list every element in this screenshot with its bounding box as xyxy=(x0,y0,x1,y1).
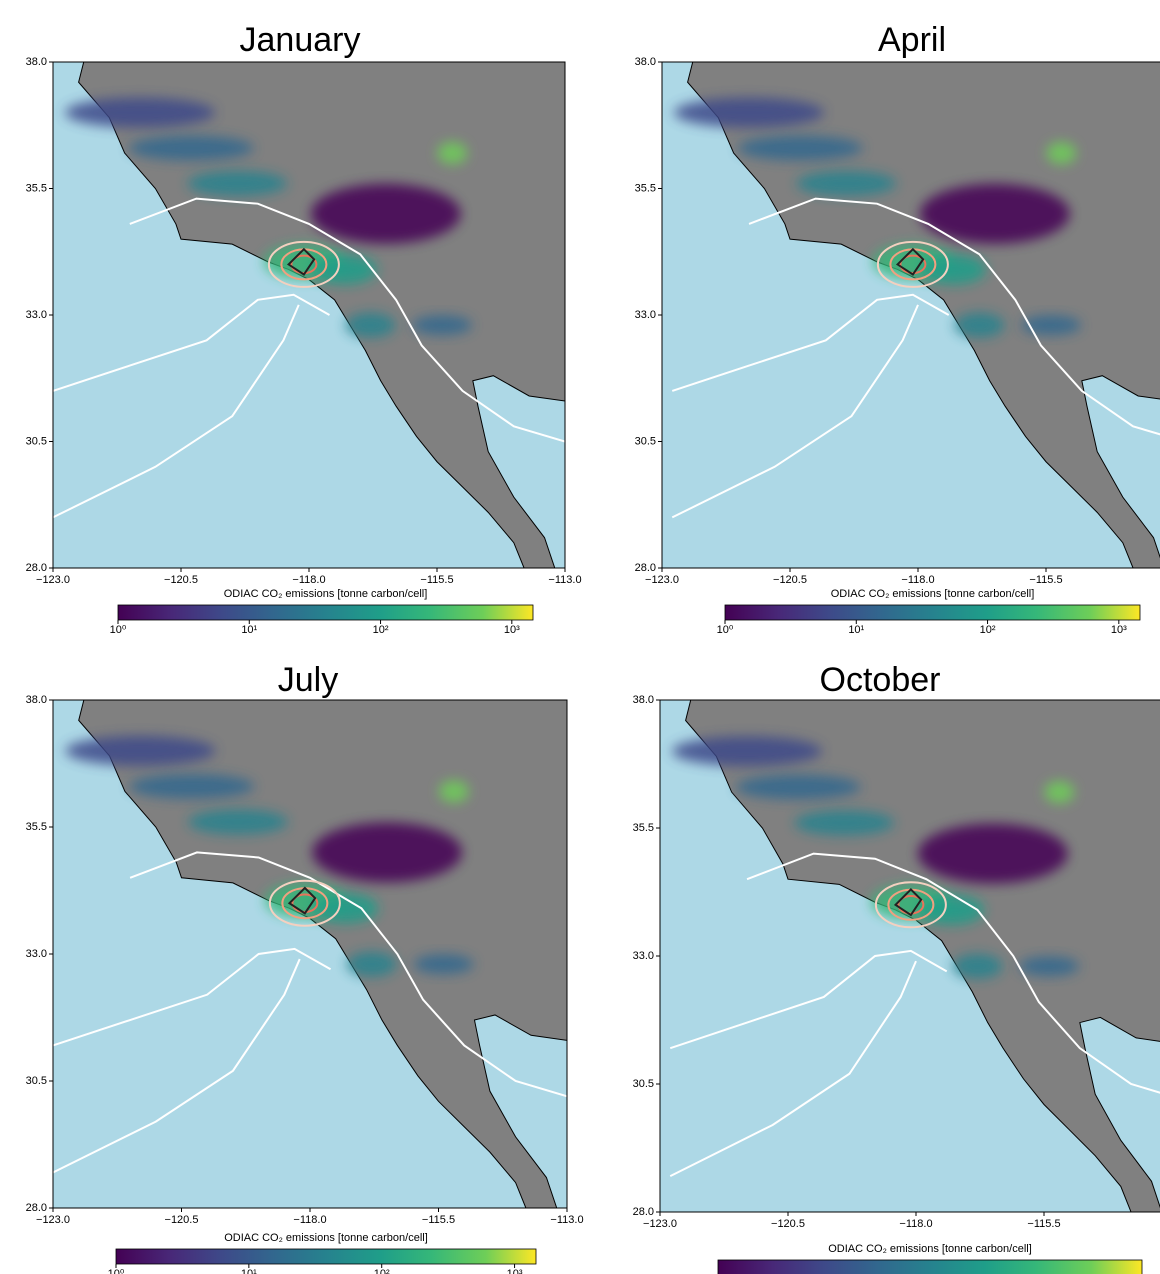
panel-title: October xyxy=(820,661,941,699)
colorbar-tick-label: 10³ xyxy=(507,1268,523,1274)
emission-area xyxy=(412,315,472,335)
emission-area xyxy=(65,736,215,766)
emission-area xyxy=(919,895,984,925)
emission-area xyxy=(414,954,474,974)
colorbar-tick-label: 10¹ xyxy=(241,1268,257,1274)
lon-tick-label: −118.0 xyxy=(899,1218,932,1230)
emission-area xyxy=(954,313,1004,338)
emission-area xyxy=(674,98,824,128)
lat-tick-label: 33.0 xyxy=(635,309,656,321)
lat-tick-label: 33.0 xyxy=(26,948,47,960)
emission-area xyxy=(736,775,861,800)
emission-area xyxy=(439,780,469,803)
lat-tick-label: 38.0 xyxy=(633,694,654,706)
colorbar-tick-label: 10³ xyxy=(1111,624,1127,636)
colorbar-label: ODIAC CO₂ emissions [tonne carbon/cell] xyxy=(831,588,1035,600)
lon-tick-label: −113.0 xyxy=(550,1214,583,1226)
lon-tick-label: −115.5 xyxy=(1029,574,1062,586)
emission-area xyxy=(738,136,863,161)
emission-area xyxy=(311,184,461,244)
lat-tick-label: 35.5 xyxy=(635,182,656,194)
colorbar-label: ODIAC CO₂ emissions [tonne carbon/cell] xyxy=(224,588,428,600)
emission-area xyxy=(920,184,1070,244)
colorbar-tick-label: 10² xyxy=(373,624,389,636)
colorbar-tick-label: 10³ xyxy=(504,624,520,636)
lat-tick-label: 35.5 xyxy=(633,822,654,834)
lat-tick-label: 38.0 xyxy=(635,56,656,68)
colorbar-tick-label: 10⁰ xyxy=(108,1268,125,1274)
emission-area xyxy=(347,952,397,977)
map-panel xyxy=(662,62,1160,568)
panel-title: July xyxy=(278,661,338,699)
colorbar-label: ODIAC CO₂ emissions [tonne carbon/cell] xyxy=(828,1243,1032,1255)
lat-tick-label: 28.0 xyxy=(26,562,47,574)
lat-tick-label: 30.5 xyxy=(26,1075,47,1087)
lat-tick-label: 33.0 xyxy=(633,950,654,962)
emission-area xyxy=(921,254,986,284)
lon-tick-label: −123.0 xyxy=(645,574,679,586)
lon-tick-label: −118.0 xyxy=(293,1214,326,1226)
emission-area xyxy=(1046,142,1076,165)
lat-tick-label: 30.5 xyxy=(633,1078,654,1090)
emission-area xyxy=(129,136,254,161)
emission-area xyxy=(672,736,822,766)
emission-area xyxy=(312,254,377,284)
lon-tick-label: −120.5 xyxy=(165,1214,199,1226)
lat-tick-label: 35.5 xyxy=(26,182,47,194)
lat-tick-label: 33.0 xyxy=(26,309,47,321)
emission-area xyxy=(794,810,894,835)
panel-title: April xyxy=(878,21,946,59)
lon-tick-label: −120.5 xyxy=(771,1218,805,1230)
emission-area xyxy=(437,142,467,165)
colorbar-tick-label: 10¹ xyxy=(848,624,864,636)
emission-area xyxy=(345,313,395,338)
colorbar xyxy=(116,1249,536,1264)
lat-tick-label: 38.0 xyxy=(26,694,47,706)
colorbar-tick-label: 10¹ xyxy=(241,624,257,636)
page: {"lon_range": [-123, -113], "lat_range":… xyxy=(0,0,1160,1274)
colorbar-tick-label: 10⁰ xyxy=(717,624,734,636)
map-panel xyxy=(660,700,1160,1212)
colorbar xyxy=(718,1260,1142,1274)
lon-tick-label: −123.0 xyxy=(36,574,70,586)
emission-area xyxy=(796,171,896,196)
lon-tick-label: −120.5 xyxy=(773,574,807,586)
lat-tick-label: 35.5 xyxy=(26,821,47,833)
panel-title: January xyxy=(240,21,361,59)
lon-tick-label: −118.0 xyxy=(901,574,934,586)
emission-area xyxy=(952,954,1002,979)
emission-area xyxy=(1044,781,1074,804)
lon-tick-label: −115.5 xyxy=(422,1214,455,1226)
lat-tick-label: 30.5 xyxy=(26,435,47,447)
emission-area xyxy=(312,822,462,882)
map-panel xyxy=(53,62,565,568)
colorbar-label: ODIAC CO₂ emissions [tonne carbon/cell] xyxy=(224,1232,428,1244)
lon-tick-label: −115.5 xyxy=(1027,1218,1060,1230)
lat-tick-label: 28.0 xyxy=(635,562,656,574)
colorbar-tick-label: 10² xyxy=(980,624,996,636)
colorbar xyxy=(118,605,533,620)
lon-tick-label: −113.0 xyxy=(548,574,581,586)
emission-area xyxy=(1019,956,1079,976)
lon-tick-label: −115.5 xyxy=(420,574,453,586)
map-panel xyxy=(53,700,567,1208)
lat-tick-label: 38.0 xyxy=(26,56,47,68)
emission-area xyxy=(187,171,287,196)
lon-tick-label: −120.5 xyxy=(164,574,198,586)
lon-tick-label: −123.0 xyxy=(36,1214,70,1226)
lon-tick-label: −118.0 xyxy=(292,574,325,586)
lat-tick-label: 30.5 xyxy=(635,435,656,447)
emission-area xyxy=(65,98,215,128)
lat-tick-label: 28.0 xyxy=(633,1206,654,1218)
colorbar xyxy=(725,605,1140,620)
lat-tick-label: 28.0 xyxy=(26,1202,47,1214)
colorbar-tick-label: 10⁰ xyxy=(110,624,127,636)
lon-tick-label: −123.0 xyxy=(643,1218,677,1230)
emission-area xyxy=(188,809,288,834)
figure: January 28.0 30.5 33.0 35.5 38.0 −123.0 −120.5 −… xyxy=(0,0,1160,1274)
colorbar-tick-label: 10² xyxy=(374,1268,390,1274)
emission-area xyxy=(129,774,254,799)
emission-area xyxy=(918,824,1068,884)
